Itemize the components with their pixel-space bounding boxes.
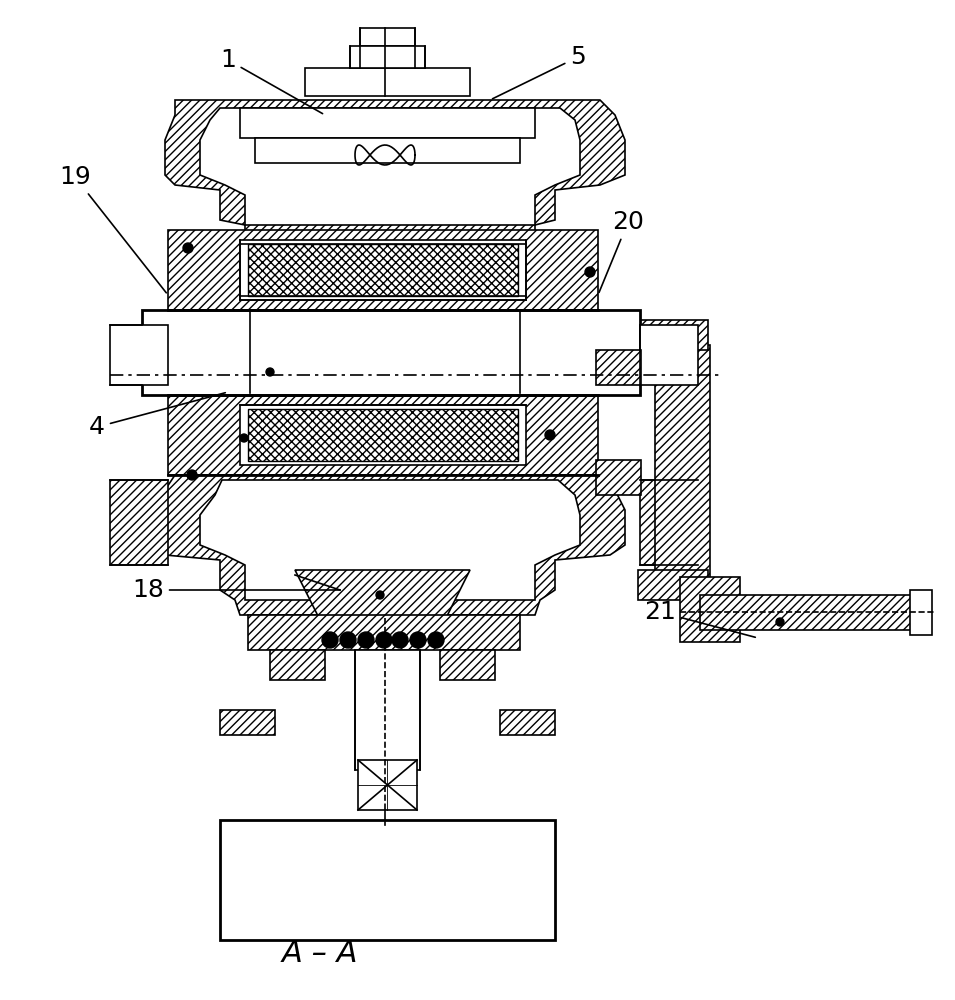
Bar: [110, 480, 168, 565]
Circle shape: [776, 618, 784, 626]
Bar: [248, 244, 518, 296]
Circle shape: [358, 632, 374, 648]
Bar: [910, 590, 932, 635]
Text: 20: 20: [599, 210, 644, 292]
Text: 18: 18: [132, 578, 308, 602]
Bar: [248, 615, 520, 650]
Bar: [640, 325, 698, 385]
Text: 4: 4: [89, 393, 225, 439]
Circle shape: [376, 632, 392, 648]
Bar: [638, 320, 708, 350]
Bar: [248, 409, 518, 461]
Bar: [305, 68, 470, 96]
Bar: [168, 395, 598, 475]
Bar: [240, 405, 526, 465]
Polygon shape: [200, 108, 580, 225]
Text: A – A: A – A: [282, 939, 358, 968]
Circle shape: [585, 267, 595, 277]
Bar: [240, 405, 526, 465]
Bar: [360, 28, 415, 46]
Bar: [255, 138, 520, 163]
Bar: [655, 345, 710, 590]
Circle shape: [322, 632, 338, 648]
Text: 21: 21: [644, 600, 755, 637]
Bar: [596, 460, 641, 495]
Circle shape: [376, 591, 384, 599]
Bar: [240, 240, 526, 300]
Bar: [168, 230, 598, 310]
Bar: [680, 577, 740, 642]
Bar: [220, 710, 275, 735]
Polygon shape: [165, 100, 625, 240]
Bar: [500, 710, 555, 735]
Polygon shape: [295, 570, 470, 620]
Bar: [358, 760, 417, 810]
Circle shape: [183, 243, 193, 253]
Text: 5: 5: [493, 45, 585, 99]
Bar: [640, 480, 698, 565]
Circle shape: [266, 368, 274, 376]
Circle shape: [187, 470, 197, 480]
Bar: [110, 325, 168, 385]
Text: 19: 19: [59, 165, 166, 293]
Circle shape: [428, 632, 444, 648]
Circle shape: [410, 632, 426, 648]
Circle shape: [392, 632, 408, 648]
Polygon shape: [200, 480, 580, 600]
Bar: [596, 350, 641, 385]
Polygon shape: [155, 475, 625, 615]
Text: 1: 1: [220, 48, 323, 114]
Bar: [350, 46, 425, 68]
Bar: [220, 820, 555, 940]
Circle shape: [545, 430, 555, 440]
Circle shape: [340, 632, 356, 648]
Bar: [355, 650, 420, 770]
Bar: [700, 595, 915, 630]
Circle shape: [240, 434, 248, 442]
Bar: [638, 570, 708, 600]
Bar: [440, 650, 495, 680]
Bar: [240, 108, 535, 138]
Bar: [270, 650, 325, 680]
Bar: [240, 240, 526, 300]
Bar: [142, 310, 640, 395]
